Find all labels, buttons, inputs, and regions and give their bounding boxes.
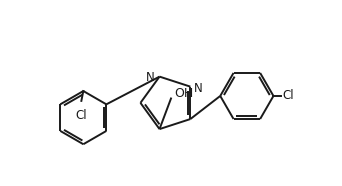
Text: N: N <box>194 82 203 95</box>
Text: Cl: Cl <box>282 89 294 102</box>
Text: Cl: Cl <box>76 109 87 122</box>
Text: OH: OH <box>174 87 194 100</box>
Text: N: N <box>146 71 155 84</box>
